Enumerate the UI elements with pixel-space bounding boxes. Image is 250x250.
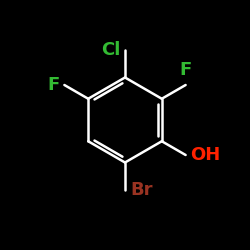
Text: F: F (47, 76, 60, 94)
Text: OH: OH (190, 146, 221, 164)
Text: F: F (180, 61, 192, 79)
Text: Br: Br (130, 181, 152, 199)
Text: Cl: Cl (100, 41, 120, 59)
